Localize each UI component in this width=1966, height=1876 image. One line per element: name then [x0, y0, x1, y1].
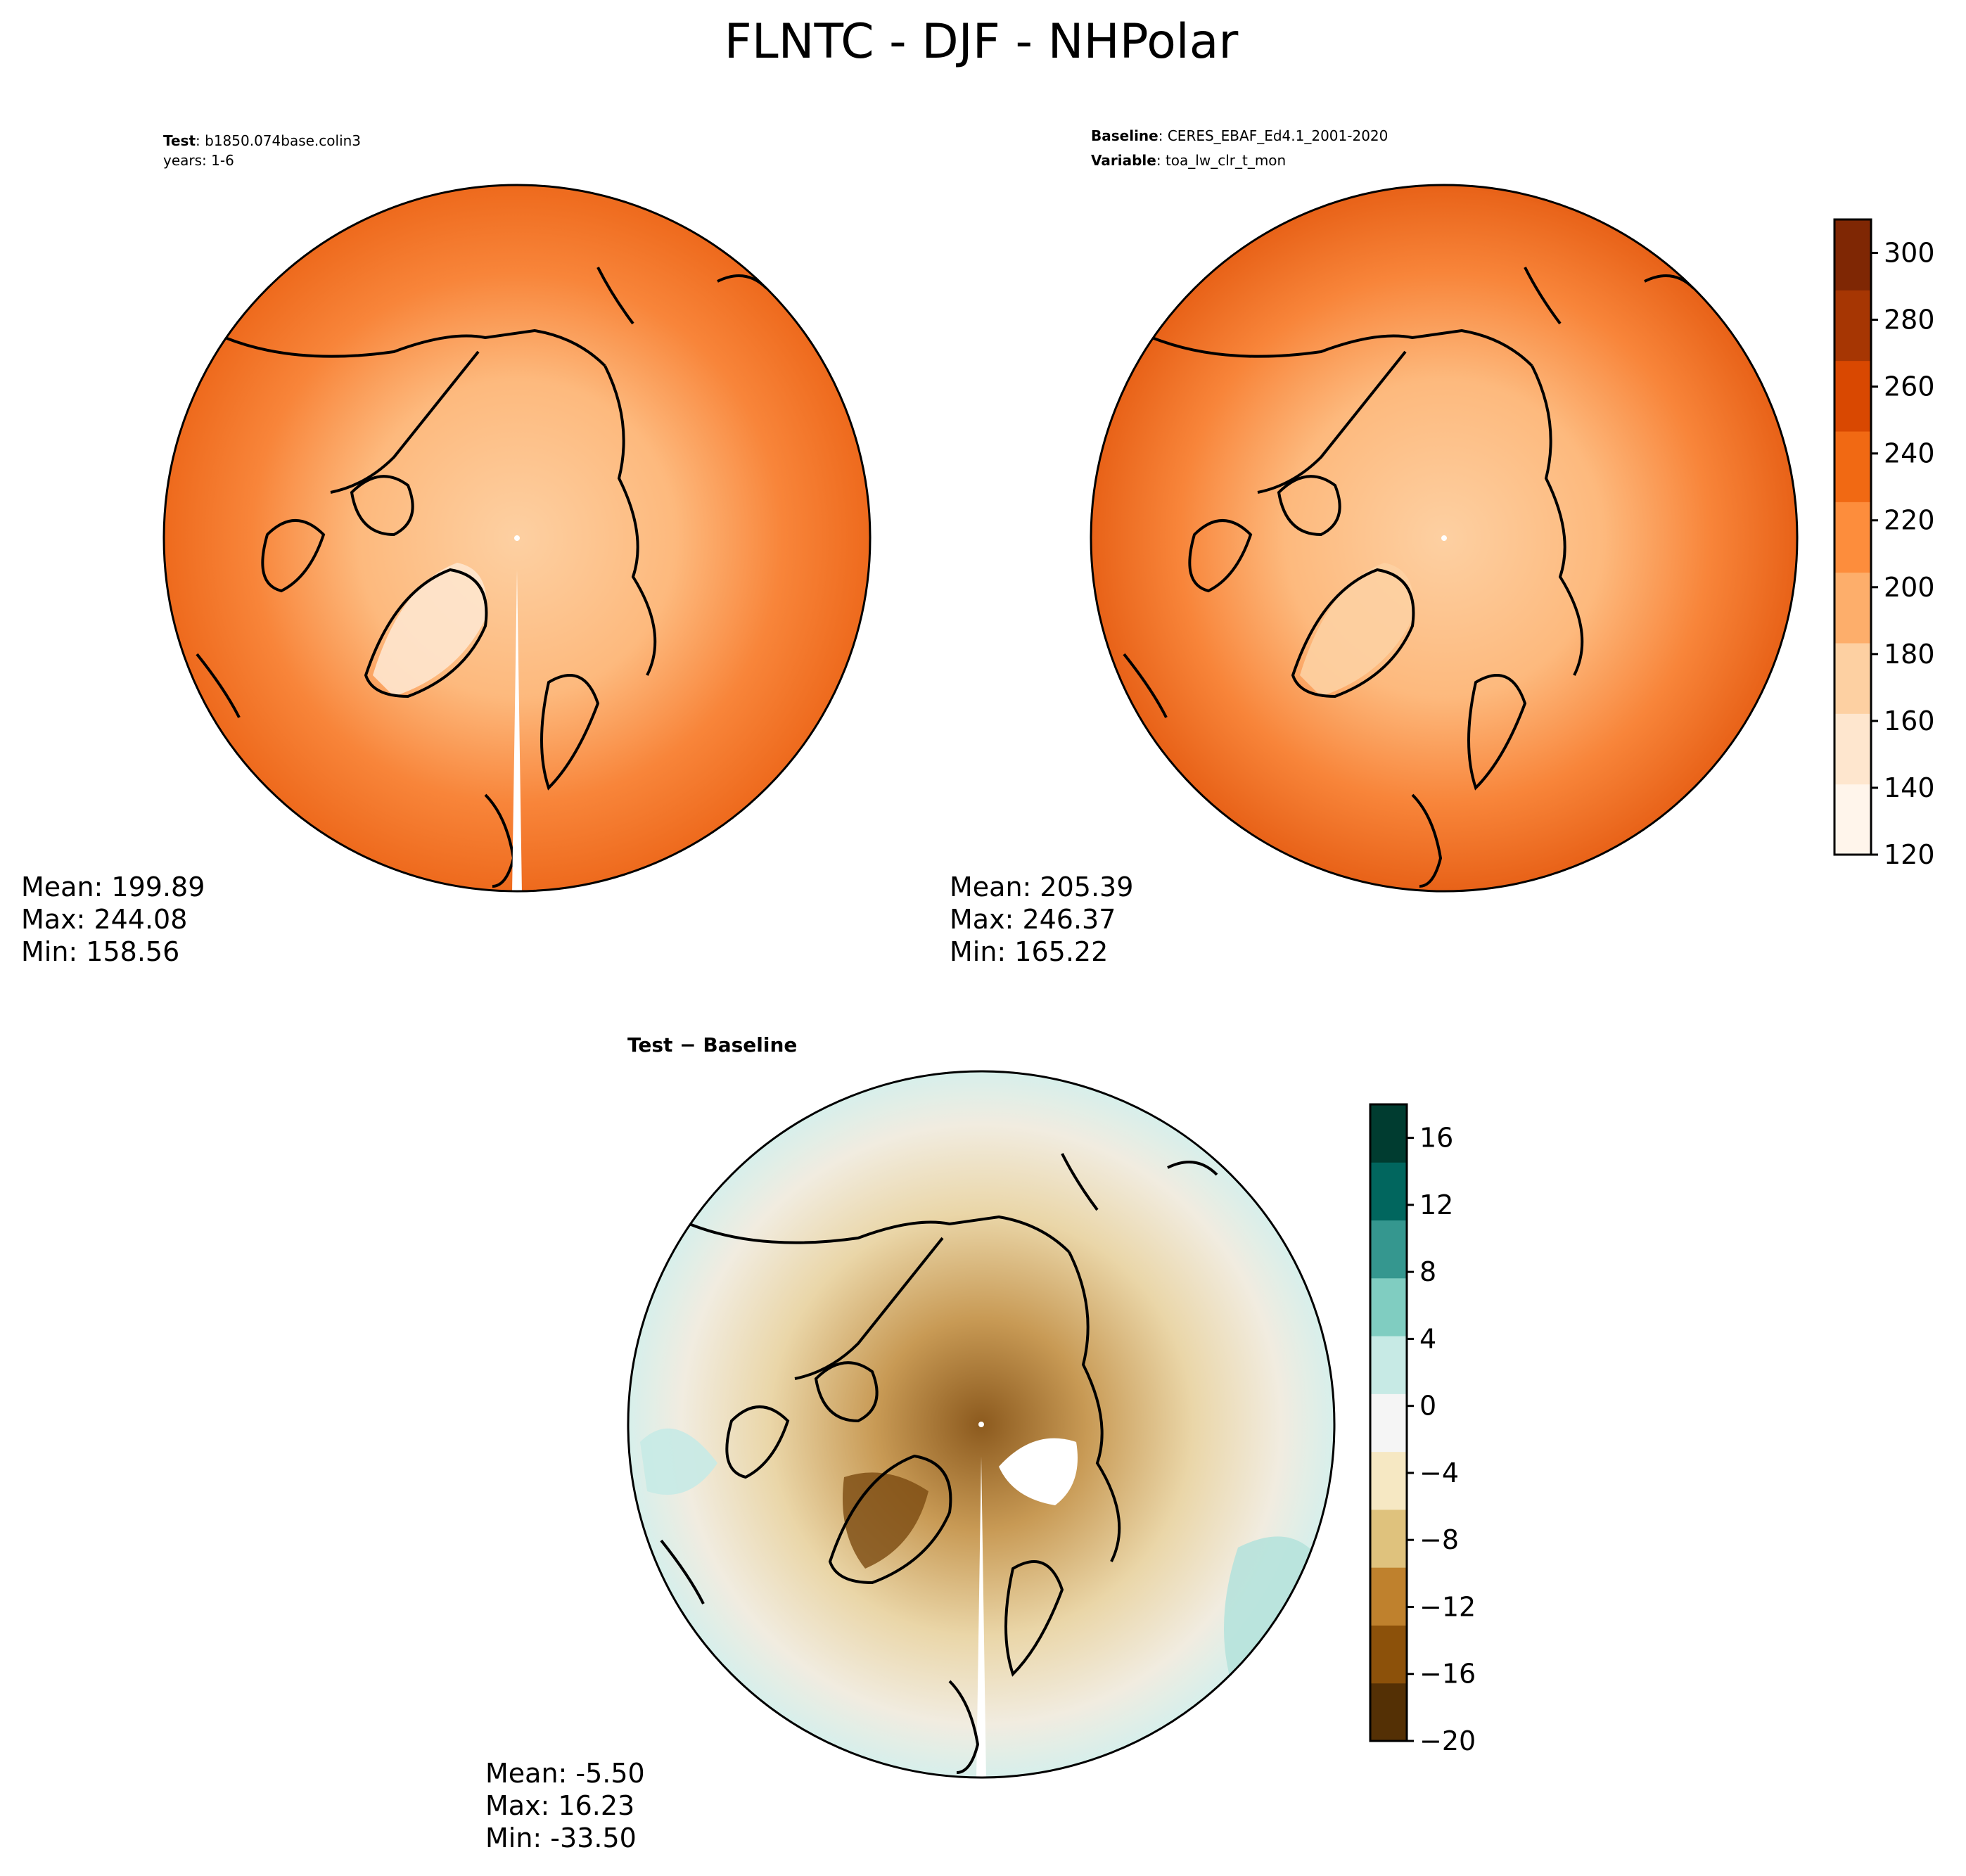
baseline-header-label: Baseline	[1091, 127, 1158, 144]
diff-map	[628, 1071, 1334, 1778]
diff-colorbar-swatch	[1370, 1162, 1407, 1221]
main-colorbar: 120 140 160 180 200 220 240 260 280 300	[1833, 218, 1935, 870]
baseline-stat-max: Max: 246.37	[950, 904, 1116, 935]
main-colorbar-swatch	[1834, 431, 1871, 502]
test-header: Test: b1850.074base.colin3	[163, 132, 361, 149]
test-years: years: 1-6	[163, 152, 234, 169]
diff-colorbar-tick-label: 16	[1419, 1123, 1453, 1154]
baseline-coastlines	[1123, 267, 1695, 888]
diff-colorbar-tick-label: 0	[1419, 1391, 1436, 1422]
diff-colorbar-tick-label: −16	[1419, 1659, 1476, 1690]
diff-colorbar-swatch	[1370, 1683, 1407, 1742]
baseline-variable-label: Variable	[1091, 152, 1156, 169]
test-header-label: Test	[163, 132, 196, 149]
baseline-map	[1091, 185, 1797, 891]
main-colorbar-swatch	[1834, 713, 1871, 785]
diff-colorbar-swatch	[1370, 1509, 1407, 1568]
diff-stat-min: Min: -33.50	[485, 1823, 637, 1853]
main-colorbar-swatch	[1834, 784, 1871, 855]
main-colorbar-swatch	[1834, 502, 1871, 573]
main-colorbar-swatch	[1834, 290, 1871, 362]
baseline-panel: Baseline: CERES_EBAF_Ed4.1_2001-2020 Var…	[950, 127, 1799, 967]
main-colorbar-tick-label: 220	[1884, 505, 1935, 536]
baseline-variable-value: toa_lw_clr_t_mon	[1166, 152, 1286, 169]
baseline-stats: Mean: 205.39 Max: 246.37 Min: 165.22	[950, 872, 1133, 967]
test-stat-mean: Mean: 199.89	[21, 872, 205, 902]
test-stat-max: Max: 244.08	[21, 904, 187, 935]
main-colorbar-swatch	[1834, 360, 1871, 432]
diff-colorbar-tick-label: 4	[1419, 1323, 1436, 1354]
diff-coastlines	[660, 1153, 1218, 1774]
diff-stats: Mean: -5.50 Max: 16.23 Min: -33.50	[485, 1758, 645, 1853]
main-colorbar-tick-label: 240	[1884, 438, 1935, 469]
main-colorbar-tick-label: 140	[1884, 772, 1935, 803]
diff-colorbar-tick-label: −12	[1419, 1591, 1476, 1622]
diff-colorbar-swatch	[1370, 1104, 1407, 1163]
main-colorbar-tick-label: 120	[1884, 839, 1935, 870]
main-colorbar-swatch	[1834, 219, 1871, 291]
figure-title: FLNTC - DJF - NHPolar	[725, 14, 1239, 70]
baseline-stat-min: Min: 165.22	[950, 936, 1108, 967]
diff-stat-max: Max: 16.23	[485, 1790, 634, 1821]
main-colorbar-tick-label: 180	[1884, 639, 1935, 670]
baseline-variable: Variable: toa_lw_clr_t_mon	[1091, 152, 1286, 169]
diff-colorbar-swatch	[1370, 1451, 1407, 1510]
main-colorbar-frame	[1833, 218, 1872, 856]
diff-colorbar-swatch	[1370, 1625, 1407, 1684]
diff-colorbar-swatch	[1370, 1567, 1407, 1626]
main-colorbar-swatch	[1834, 643, 1871, 714]
diff-colorbar-swatch	[1370, 1393, 1407, 1453]
main-colorbar-tick-label: 300	[1884, 238, 1935, 269]
diff-colorbar: −20 −16 −12 −8 −4 0 4 8 12 16	[1369, 1103, 1476, 1756]
diff-colorbar-tick-label: −20	[1419, 1725, 1476, 1756]
diff-colorbar-tick-label: 8	[1419, 1256, 1436, 1287]
diff-panel: Test − Baseline	[485, 1033, 1336, 1853]
test-stats: Mean: 199.89 Max: 244.08 Min: 158.56	[21, 872, 205, 967]
diff-stat-mean: Mean: -5.50	[485, 1758, 645, 1789]
main-colorbar-tick-label: 200	[1884, 572, 1935, 603]
diff-colorbar-tick-label: 12	[1419, 1189, 1453, 1220]
test-map	[164, 185, 870, 891]
test-header-value: b1850.074base.colin3	[205, 132, 361, 149]
diff-colorbar-tick-label: −8	[1419, 1524, 1459, 1555]
baseline-header: Baseline: CERES_EBAF_Ed4.1_2001-2020	[1091, 127, 1388, 144]
baseline-header-value: CERES_EBAF_Ed4.1_2001-2020	[1168, 127, 1389, 144]
main-colorbar-tick-label: 280	[1884, 305, 1935, 336]
main-colorbar-tick-label: 260	[1884, 371, 1935, 402]
baseline-stat-mean: Mean: 205.39	[950, 872, 1133, 902]
main-colorbar-swatch	[1834, 572, 1871, 644]
diff-colorbar-frame	[1369, 1103, 1408, 1742]
test-stat-min: Min: 158.56	[21, 936, 179, 967]
diff-colorbar-swatch	[1370, 1336, 1407, 1394]
test-panel: Test: b1850.074base.colin3 years: 1-6	[21, 132, 872, 967]
diff-title: Test − Baseline	[627, 1033, 797, 1057]
diff-colorbar-swatch	[1370, 1220, 1407, 1279]
diff-colorbar-swatch	[1370, 1277, 1407, 1336]
diff-colorbar-tick-label: −4	[1419, 1457, 1459, 1488]
main-colorbar-tick-label: 160	[1884, 706, 1935, 736]
